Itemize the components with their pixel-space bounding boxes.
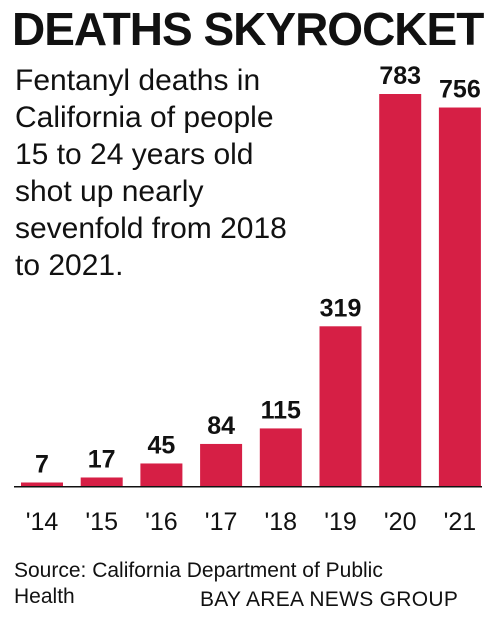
value-label: 45	[147, 431, 175, 459]
value-label: 84	[207, 412, 235, 440]
chart-subtitle: Fentanyl deaths in California of people …	[15, 64, 287, 282]
bar-18	[259, 428, 302, 486]
value-labels-group: 7 17 45 84 115 319 783 756	[35, 62, 481, 478]
bar-19	[319, 326, 362, 486]
value-label: 319	[320, 294, 362, 322]
chart-title: DEATHS SKYROCKET	[12, 3, 484, 55]
x-tick-label: '17	[205, 508, 238, 536]
bar-21	[438, 107, 481, 486]
x-tick-label: '20	[384, 508, 417, 536]
x-tick-label: '16	[145, 508, 178, 536]
bar-15	[80, 477, 123, 486]
x-tick-label: '18	[265, 508, 298, 536]
x-tick-label: '19	[324, 508, 357, 536]
credit-line: BAY AREA NEWS GROUP	[200, 588, 459, 611]
bars-group	[21, 94, 481, 486]
bar-16	[140, 463, 183, 486]
x-tick-labels-group: '14 '15 '16 '17 '18 '19 '20 '21	[26, 508, 476, 536]
bar-14	[21, 482, 63, 486]
x-tick-label: '15	[85, 508, 118, 536]
bar-chart: 7 17 45 84 115 319 783 756 '14 '15 '16 '17 '18 '19 '2…	[14, 62, 482, 536]
value-label: 17	[88, 445, 116, 473]
bar-17	[200, 443, 243, 486]
value-label: 7	[35, 450, 49, 478]
bar-20	[379, 94, 422, 486]
source-note: Source: California Department of Public …	[14, 559, 383, 608]
x-tick-label: '14	[26, 508, 59, 536]
x-tick-label: '21	[444, 508, 477, 536]
value-label: 115	[261, 396, 301, 424]
value-label: 756	[439, 76, 481, 104]
value-label: 783	[379, 62, 421, 90]
